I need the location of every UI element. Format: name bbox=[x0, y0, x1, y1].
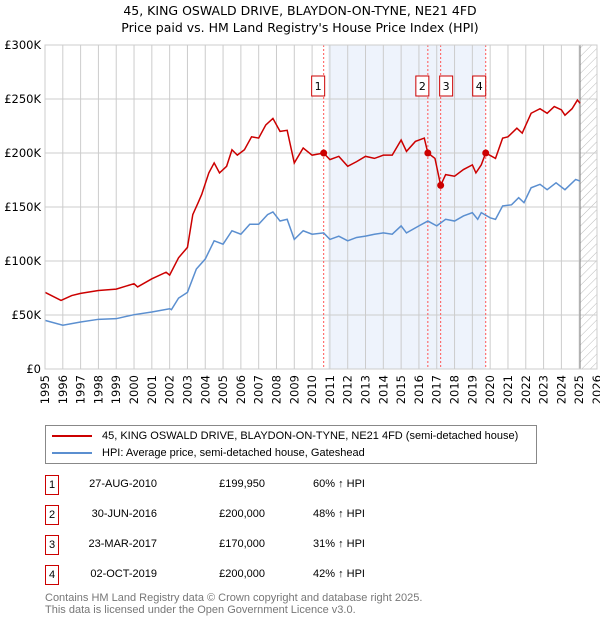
sale-label: 2 bbox=[419, 80, 426, 93]
x-tick-label: 2014 bbox=[376, 375, 390, 404]
x-tick-label: 2019 bbox=[465, 375, 479, 404]
plot-border bbox=[44, 44, 598, 370]
x-tick-label: 2011 bbox=[323, 375, 337, 404]
x-tick-label: 2010 bbox=[305, 375, 319, 404]
y-tick-label: £300K bbox=[4, 38, 41, 52]
legend-item-property: 45, KING OSWALD DRIVE, BLAYDON-ON-TYNE, … bbox=[52, 428, 518, 444]
sale-hpi-change: 31% ↑ HPI bbox=[313, 538, 365, 550]
x-tick-label: 2020 bbox=[483, 375, 497, 404]
x-tick-label: 1998 bbox=[91, 375, 105, 404]
legend: 45, KING OSWALD DRIVE, BLAYDON-ON-TYNE, … bbox=[45, 425, 537, 464]
sale-point bbox=[482, 149, 490, 157]
sale-point bbox=[437, 181, 445, 189]
legend-label: HPI: Average price, semi-detached house,… bbox=[102, 447, 365, 459]
sale-number-badge: 4 bbox=[45, 565, 59, 585]
x-tick-label: 2004 bbox=[198, 375, 212, 404]
x-tick-label: 2016 bbox=[412, 375, 426, 404]
sale-date: 27-AUG-2010 bbox=[89, 478, 157, 490]
y-tick-label: £250K bbox=[4, 92, 41, 106]
price-chart: 1995 1996 1997 1998 1999 2000 2001 2002 2003 2004… bbox=[4, 38, 600, 404]
table-row: 2 30-JUN-2016 £200,000 48% ↑ HPI bbox=[45, 505, 445, 525]
x-tick-label: 2015 bbox=[394, 375, 408, 404]
sale-point bbox=[320, 149, 328, 157]
sale-hpi-change: 42% ↑ HPI bbox=[313, 568, 365, 580]
y-tick-label: £200K bbox=[4, 146, 41, 160]
sale-hpi-change: 60% ↑ HPI bbox=[313, 478, 365, 490]
x-tick-label: 2022 bbox=[519, 375, 533, 404]
sale-price: £200,000 bbox=[219, 508, 265, 520]
footer-line: Contains HM Land Registry data © Crown c… bbox=[45, 592, 423, 604]
sale-date: 23-MAR-2017 bbox=[88, 538, 157, 550]
table-row: 1 27-AUG-2010 £199,950 60% ↑ HPI bbox=[45, 475, 445, 495]
legend-swatch-red bbox=[52, 435, 92, 437]
sale-label: 4 bbox=[476, 80, 483, 93]
x-tick-label: 2023 bbox=[537, 375, 551, 404]
x-tick-label: 2021 bbox=[501, 375, 515, 404]
x-tick-label: 2012 bbox=[341, 375, 355, 404]
x-tick-label: 2009 bbox=[287, 375, 301, 404]
x-tick-label: 2003 bbox=[180, 375, 194, 404]
hpi-line bbox=[44, 178, 581, 327]
property-price-line bbox=[44, 98, 581, 302]
x-tick-label: 1995 bbox=[38, 375, 52, 404]
y-tick-label: £0 bbox=[26, 362, 41, 376]
sale-point bbox=[424, 149, 432, 157]
x-tick-label: 2024 bbox=[554, 375, 568, 404]
legend-label: 45, KING OSWALD DRIVE, BLAYDON-ON-TYNE, … bbox=[102, 430, 519, 442]
x-tick-label: 2018 bbox=[448, 375, 462, 404]
x-tick-label: 2025 bbox=[572, 375, 586, 404]
x-tick-label: 2017 bbox=[430, 375, 444, 404]
sale-price: £200,000 bbox=[219, 568, 265, 580]
x-tick-label: 2002 bbox=[163, 375, 177, 404]
sale-label-box bbox=[439, 75, 454, 97]
table-row: 4 02-OCT-2019 £200,000 42% ↑ HPI bbox=[45, 565, 445, 585]
x-tick-label: 2008 bbox=[269, 375, 283, 404]
footer-line: This data is licensed under the Open Gov… bbox=[45, 604, 356, 616]
sale-date: 02-OCT-2019 bbox=[90, 568, 157, 580]
sale-label-box bbox=[311, 75, 326, 97]
sale-number-badge: 3 bbox=[45, 535, 59, 555]
x-tick-label: 2007 bbox=[252, 375, 266, 404]
sale-label-box bbox=[415, 75, 430, 97]
y-tick-label: £50K bbox=[12, 308, 42, 322]
x-tick-label: 2005 bbox=[216, 375, 230, 404]
sale-label: 1 bbox=[315, 80, 322, 93]
x-tick-label: 2013 bbox=[359, 375, 373, 404]
x-tick-label: 1997 bbox=[74, 375, 88, 404]
x-tick-label: 2026 bbox=[590, 375, 600, 404]
legend-item-hpi: HPI: Average price, semi-detached house,… bbox=[52, 445, 365, 461]
sale-number-badge: 2 bbox=[45, 505, 59, 525]
footer: Contains HM Land Registry data © Crown c… bbox=[45, 592, 422, 616]
y-tick-label: £100K bbox=[4, 254, 41, 268]
sale-price: £170,000 bbox=[219, 538, 265, 550]
legend-swatch-blue bbox=[52, 452, 92, 454]
sale-date: 30-JUN-2016 bbox=[91, 508, 157, 520]
y-tick-label: £150K bbox=[4, 200, 41, 214]
x-tick-label: 2006 bbox=[234, 375, 248, 404]
sale-label: 3 bbox=[443, 80, 450, 93]
table-row: 3 23-MAR-2017 £170,000 31% ↑ HPI bbox=[45, 535, 445, 555]
sale-label-box bbox=[472, 75, 487, 97]
x-tick-label: 2000 bbox=[127, 375, 141, 404]
sale-hpi-change: 48% ↑ HPI bbox=[313, 508, 365, 520]
chart-subtitle: Price paid vs. HM Land Registry's House … bbox=[121, 20, 479, 35]
sale-number-badge: 1 bbox=[45, 475, 59, 495]
x-tick-label: 1996 bbox=[56, 375, 70, 404]
x-tick-label: 2001 bbox=[145, 375, 159, 404]
chart-title: 45, KING OSWALD DRIVE, BLAYDON-ON-TYNE, … bbox=[123, 3, 477, 18]
x-tick-label: 1999 bbox=[109, 375, 123, 404]
sale-price: £199,950 bbox=[219, 478, 265, 490]
